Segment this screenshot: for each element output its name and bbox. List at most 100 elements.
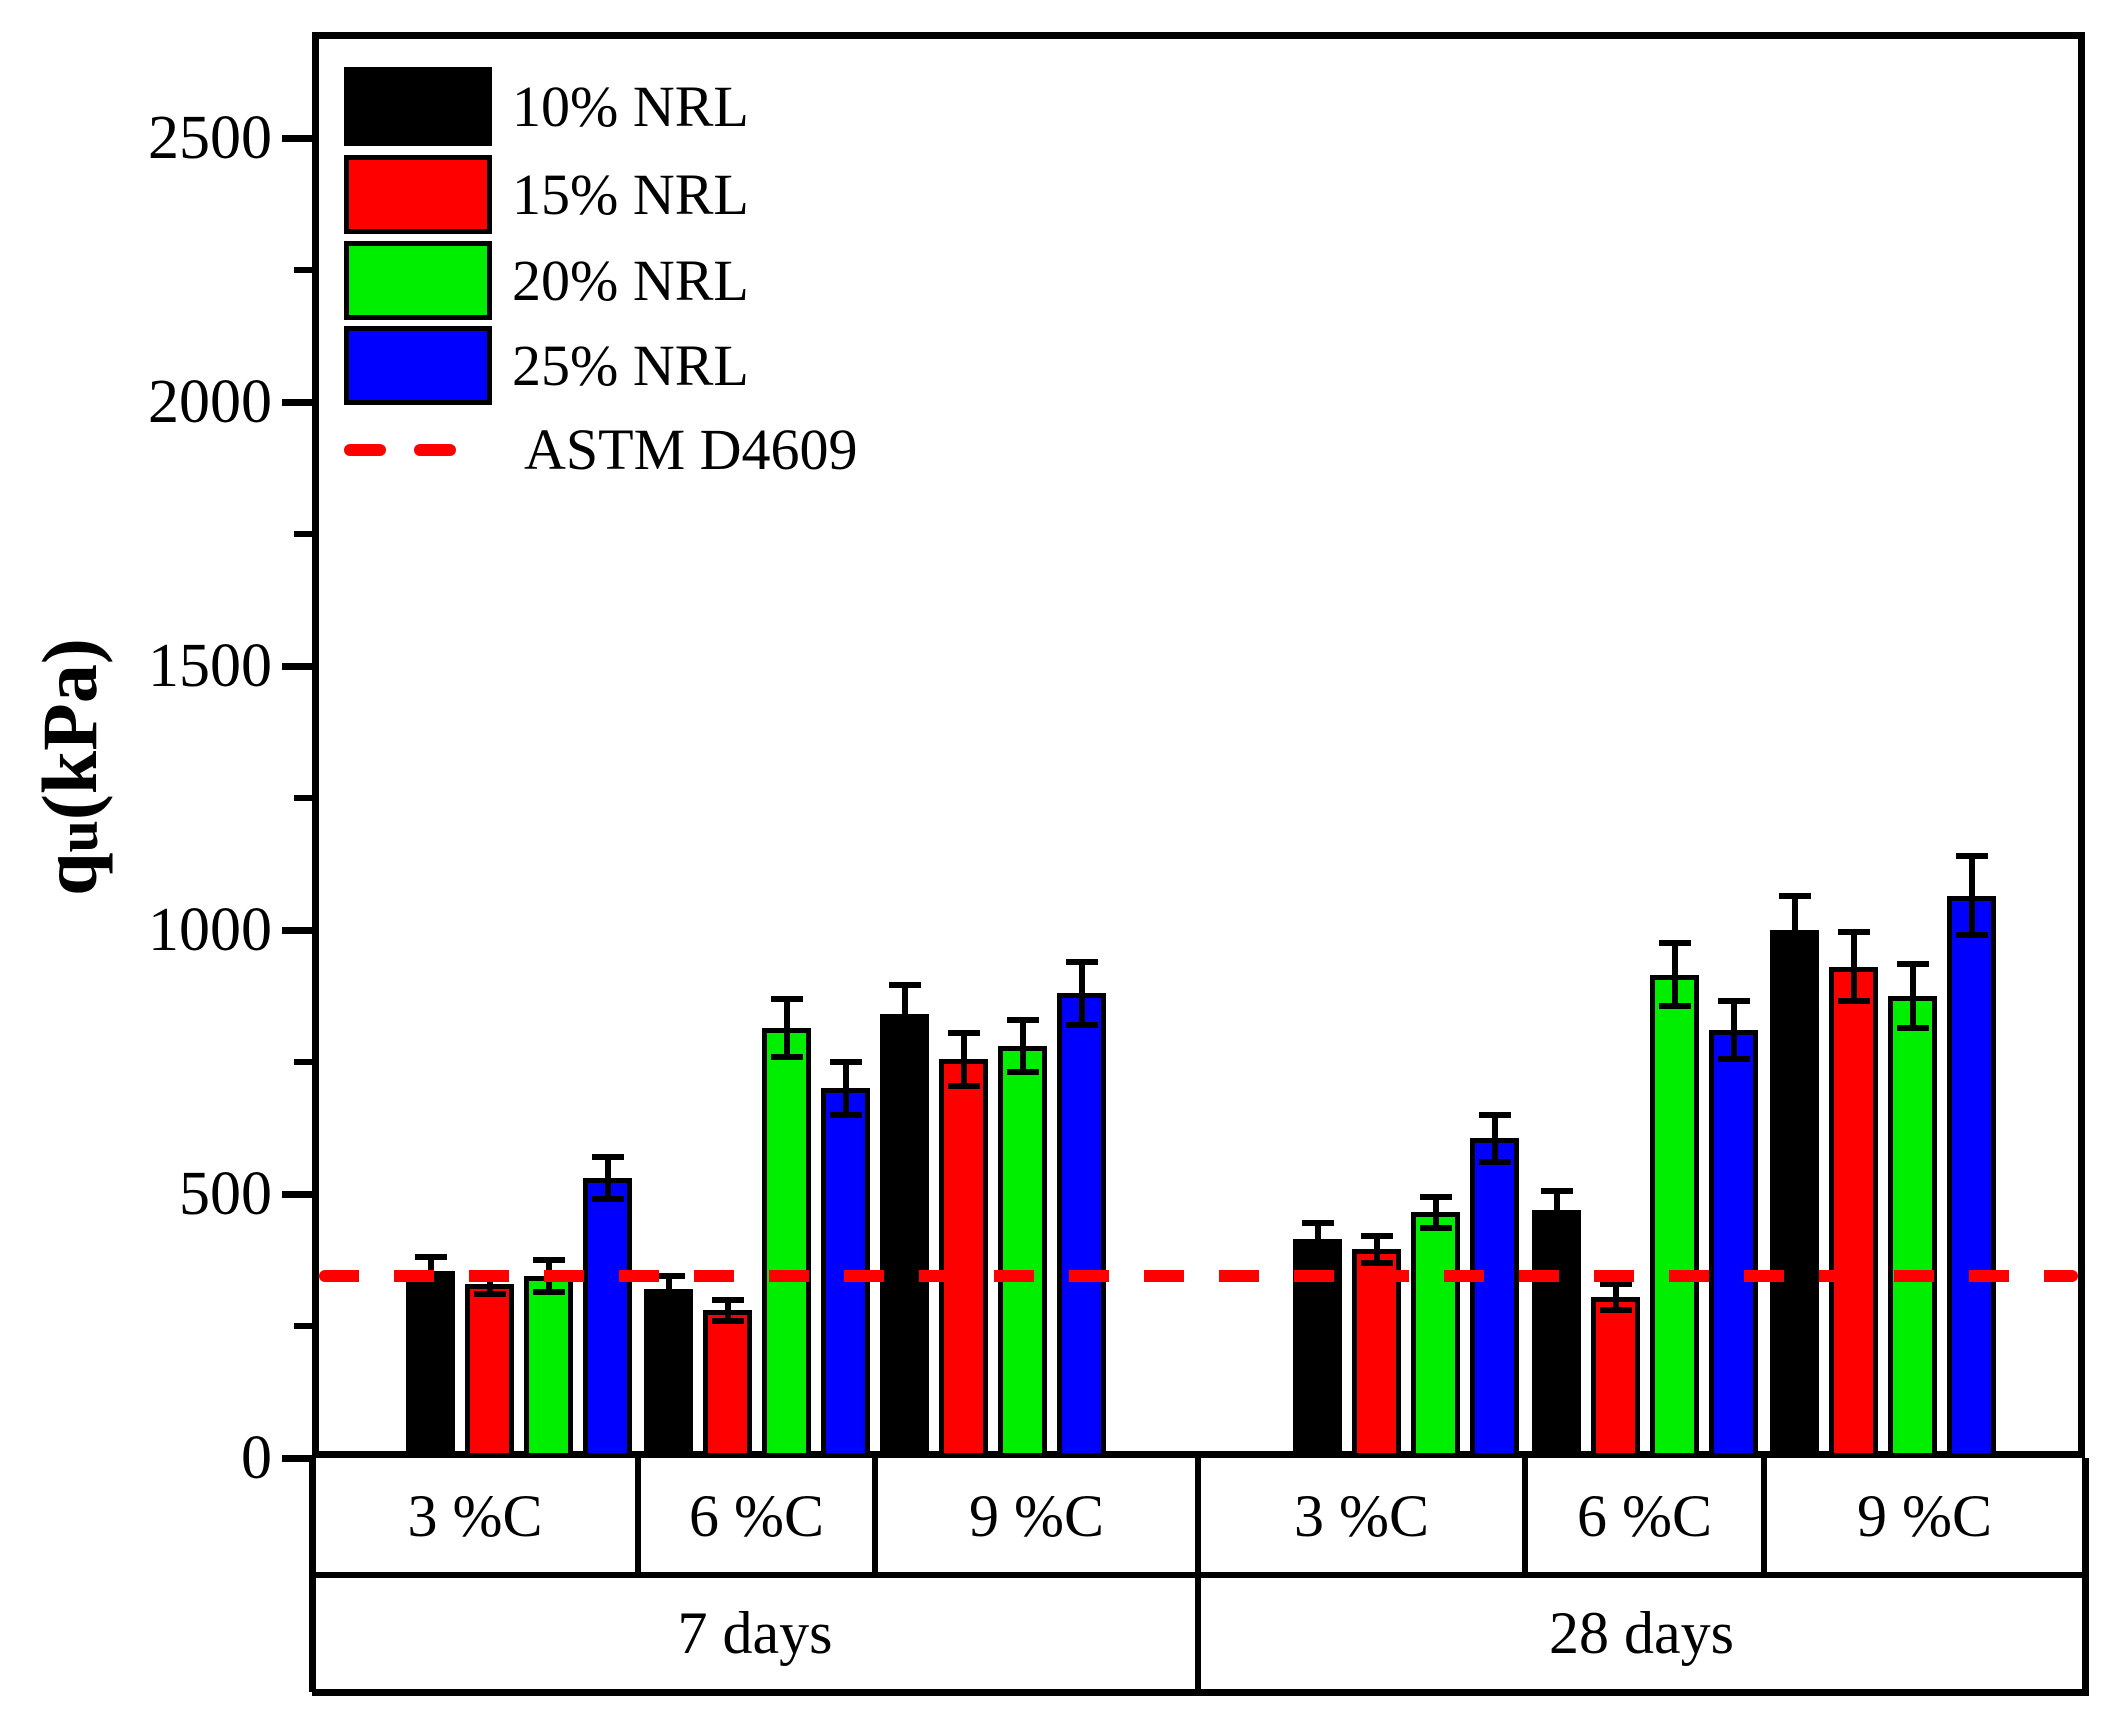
error-bar-line [486, 1273, 493, 1295]
y-axis-tick-label: 2000 [148, 367, 272, 436]
y-axis-tick-label: 1000 [148, 895, 272, 964]
table-cement-label: 9 %C [969, 1483, 1104, 1549]
bar-20NRL-28days6C [1650, 974, 1699, 1458]
error-bar-cap-bottom [591, 1196, 624, 1203]
legend-swatch [344, 241, 492, 320]
error-bar-line [1314, 1222, 1321, 1255]
error-bar-line [724, 1299, 731, 1321]
legend-label-astm: ASTM D4609 [524, 417, 858, 482]
error-bar-line [783, 998, 790, 1057]
error-bar-cap-bottom [1896, 1024, 1929, 1031]
table-hline [312, 1689, 2089, 1696]
y-axis-major-tick [282, 398, 312, 406]
error-bar-cap-top [1478, 1111, 1511, 1118]
legend-label: 20% NRL [512, 248, 749, 313]
error-bar-line [1909, 964, 1916, 1028]
error-bar-cap-top [1837, 929, 1870, 936]
table-row1-divider [1195, 1458, 1201, 1575]
error-bar-cap-top [1778, 892, 1811, 899]
bar-15NRL-28days6C [1591, 1296, 1640, 1458]
y-axis-tick-label: 2500 [148, 103, 272, 172]
error-bar-cap-bottom [947, 1082, 980, 1089]
legend-label: 10% NRL [512, 74, 749, 139]
bar-10NRL-7days9C [880, 1014, 929, 1458]
bar-25NRL-28days9C [1947, 895, 1996, 1458]
error-bar-line [1612, 1283, 1619, 1311]
legend-label: 15% NRL [512, 162, 749, 227]
error-bar-cap-bottom [1658, 1003, 1691, 1010]
error-bar-cap-top [1006, 1016, 1039, 1023]
error-bar-cap-top [532, 1256, 565, 1263]
error-bar-line [604, 1156, 611, 1200]
error-bar-cap-bottom [1955, 932, 1988, 939]
y-axis-major-tick [282, 1190, 312, 1198]
table-days-label: 28 days [1549, 1600, 1734, 1666]
error-bar-line [842, 1061, 849, 1115]
error-bar-line [960, 1032, 967, 1086]
error-bar-cap-bottom [1301, 1251, 1334, 1258]
y-axis-tick-label: 0 [241, 1424, 272, 1492]
error-bar-cap-bottom [1540, 1225, 1573, 1232]
error-bar-cap-bottom [652, 1299, 685, 1306]
table-cement-label: 3 %C [407, 1483, 543, 1549]
error-bar-cap-bottom [711, 1317, 744, 1324]
error-bar-cap-top [1599, 1280, 1632, 1287]
bar-25NRL-28days6C [1709, 1030, 1758, 1458]
y-axis-title-base: q [26, 852, 113, 896]
error-bar-cap-bottom [1478, 1159, 1511, 1166]
table-cement-label: 3 %C [1294, 1483, 1429, 1549]
bar-20NRL-28days9C [1888, 995, 1937, 1458]
error-bar-cap-top [888, 982, 921, 989]
error-bar-cap-top [947, 1029, 980, 1036]
error-bar-cap-bottom [532, 1288, 565, 1295]
table-row1-divider [872, 1458, 878, 1575]
y-axis-minor-tick [294, 794, 312, 801]
error-bar-cap-top [1419, 1193, 1452, 1200]
legend-swatch [344, 326, 492, 405]
error-bar-line [1373, 1236, 1380, 1263]
table-days-label: 7 days [677, 1600, 833, 1666]
table-row2-divider [1195, 1575, 1201, 1692]
bar-20NRL-28days3C [1411, 1212, 1460, 1458]
error-bar-line [901, 985, 908, 1044]
bar-25NRL-7days9C [1057, 993, 1106, 1458]
error-bar-cap-top [1717, 998, 1750, 1005]
table-row1-divider [1522, 1458, 1528, 1575]
error-bar-cap-bottom [1360, 1259, 1393, 1266]
bar-15NRL-7days3C [465, 1283, 514, 1458]
bar-20NRL-7days3C [524, 1275, 573, 1458]
bar-20NRL-7days6C [762, 1027, 811, 1458]
error-bar-cap-top [1896, 961, 1929, 968]
bar-25NRL-7days3C [583, 1178, 632, 1458]
error-bar-line [665, 1275, 672, 1303]
error-bar-cap-top [1360, 1233, 1393, 1240]
table-cement-label: 6 %C [1577, 1483, 1712, 1549]
table-vline [309, 1458, 316, 1692]
error-bar-cap-bottom [1599, 1307, 1632, 1314]
error-bar-cap-bottom [414, 1280, 447, 1287]
table-row1-divider [635, 1458, 641, 1575]
y-axis-minor-tick [294, 266, 312, 273]
bar-15NRL-7days6C [703, 1310, 752, 1458]
reference-line-astm [319, 1269, 2078, 1282]
y-axis-major-tick [282, 1455, 312, 1462]
error-bar-cap-top [1301, 1219, 1334, 1226]
error-bar-cap-bottom [1419, 1225, 1452, 1232]
error-bar-cap-bottom [1065, 1021, 1098, 1028]
legend-swatch [344, 67, 492, 146]
error-bar-line [1791, 895, 1798, 965]
error-bar-line [1730, 1001, 1737, 1060]
error-bar-line [1019, 1019, 1026, 1073]
bar-25NRL-28days3C [1470, 1138, 1519, 1458]
table-cement-label: 6 %C [689, 1483, 824, 1549]
table-vline [2082, 1458, 2089, 1692]
error-bar-cap-top [414, 1254, 447, 1261]
error-bar-cap-top [1065, 958, 1098, 965]
bar-15NRL-7days9C [939, 1059, 988, 1458]
error-bar-cap-bottom [770, 1053, 803, 1060]
legend-dash-sample [414, 444, 456, 456]
y-axis-major-tick [282, 926, 312, 934]
bar-20NRL-7days9C [998, 1046, 1047, 1458]
